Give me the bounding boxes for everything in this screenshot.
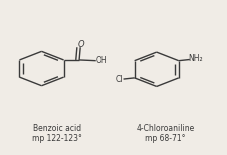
Text: NH₂: NH₂ — [188, 54, 203, 63]
Text: OH: OH — [95, 56, 107, 65]
Text: O: O — [77, 40, 84, 49]
Text: Cl: Cl — [116, 75, 123, 84]
Text: Benzoic acid
mp 122-123°: Benzoic acid mp 122-123° — [32, 124, 82, 143]
Text: 4-Chloroaniline
mp 68-71°: 4-Chloroaniline mp 68-71° — [136, 124, 195, 143]
